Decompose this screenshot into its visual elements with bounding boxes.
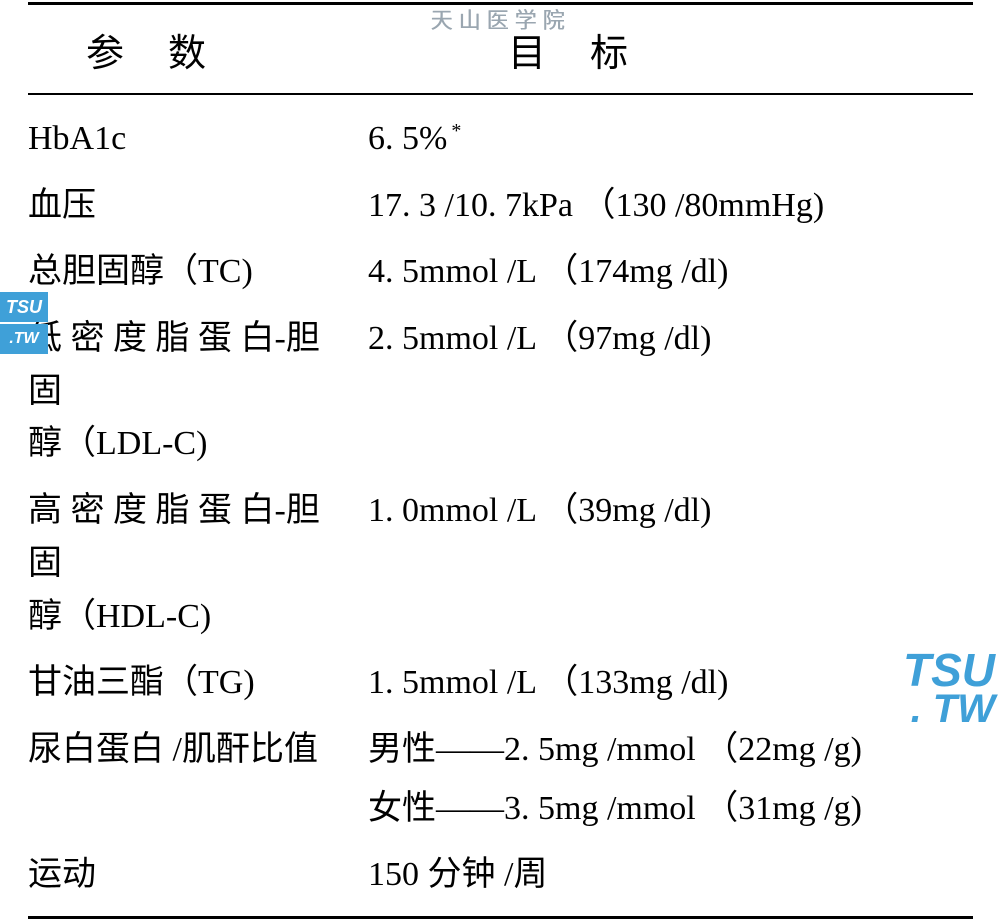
param-line1: 低 密 度 脂 蛋 白-胆 固	[28, 313, 358, 418]
value-superscript: *	[451, 120, 461, 142]
table-body: HbA1c 6. 5%* 血压 17. 3 /10. 7kPa （130 /80…	[28, 95, 973, 916]
table-header-row: 参数 目标	[28, 5, 973, 93]
value-cell: 17. 3 /10. 7kPa （130 /80mmHg)	[368, 180, 973, 233]
param-cell: HbA1c	[28, 113, 368, 166]
header-param: 参数	[86, 33, 250, 75]
table-row: 运动 150 分钟 /周	[28, 849, 973, 902]
parameters-table: 参数 目标 HbA1c 6. 5%* 血压 17. 3 /10. 7kPa （1…	[28, 0, 973, 919]
value-line2: 女性——3. 5mg /mmol （31mg /g)	[368, 783, 973, 836]
table-row: HbA1c 6. 5%*	[28, 113, 973, 166]
value-line1: 男性——2. 5mg /mmol （22mg /g)	[368, 724, 973, 777]
value-cell: 1. 5mmol /L （133mg /dl)	[368, 657, 973, 710]
param-cell: 甘油三酯（TG)	[28, 657, 368, 710]
value-cell: 男性——2. 5mg /mmol （22mg /g) 女性——3. 5mg /m…	[368, 724, 973, 835]
param-cell: 尿白蛋白 /肌酐比值	[28, 724, 368, 777]
value-cell: 1. 0mmol /L （39mg /dl)	[368, 485, 973, 538]
param-cell: 低 密 度 脂 蛋 白-胆 固 醇（LDL-C)	[28, 313, 368, 471]
table-row: 低 密 度 脂 蛋 白-胆 固 醇（LDL-C) 2. 5mmol /L （97…	[28, 313, 973, 471]
param-line1: 高 密 度 脂 蛋 白-胆 固	[28, 485, 358, 590]
param-line2: 醇（HDL-C)	[28, 591, 358, 644]
param-cell: 运动	[28, 849, 368, 902]
table-row: 总胆固醇（TC) 4. 5mmol /L （174mg /dl)	[28, 246, 973, 299]
value-cell: 2. 5mmol /L （97mg /dl)	[368, 313, 973, 366]
value-cell: 6. 5%*	[368, 113, 973, 166]
param-cell: 血压	[28, 180, 368, 233]
param-cell: 总胆固醇（TC)	[28, 246, 368, 299]
param-cell: 高 密 度 脂 蛋 白-胆 固 醇（HDL-C)	[28, 485, 368, 643]
value-cell: 4. 5mmol /L （174mg /dl)	[368, 246, 973, 299]
table-bottom-rule	[28, 916, 973, 919]
param-line2: 醇（LDL-C)	[28, 418, 358, 471]
table-row: 甘油三酯（TG) 1. 5mmol /L （133mg /dl)	[28, 657, 973, 710]
table-row: 血压 17. 3 /10. 7kPa （130 /80mmHg)	[28, 180, 973, 233]
table-row: 尿白蛋白 /肌酐比值 男性——2. 5mg /mmol （22mg /g) 女性…	[28, 724, 973, 835]
header-target: 目标	[508, 33, 672, 75]
value-text: 6. 5%	[368, 120, 447, 157]
value-cell: 150 分钟 /周	[368, 849, 973, 902]
table-row: 高 密 度 脂 蛋 白-胆 固 醇（HDL-C) 1. 0mmol /L （39…	[28, 485, 973, 643]
